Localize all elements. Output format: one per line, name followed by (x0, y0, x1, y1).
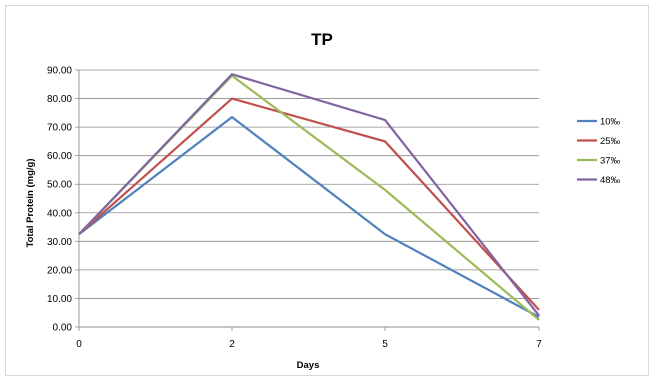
x-axis-title: Days (297, 360, 320, 371)
y-tick-label: 40.00 (47, 208, 72, 219)
line-chart: TP 0.0010.0020.0030.0040.0050.0060.0070.… (25, 30, 621, 371)
legend-label: 10‰ (600, 117, 621, 128)
x-axis-ticks: 0 2 5 7 (76, 339, 542, 350)
chart-frame: TP 0.00 10.00 20.00 30.00 40.00 50.00 60.00 70.… (5, 5, 649, 376)
y-axis-ticks: 0.00 10.00 20.00 30.00 40.00 50.00 60.00 70.00 8… (47, 66, 72, 334)
legend-label: 37‰ (600, 156, 621, 167)
series-line-2 (78, 97, 540, 311)
y-tick-label: 90.00 (47, 66, 72, 77)
series-line-3 (78, 74, 540, 321)
y-axis-title: Total Protein (mg/g) (25, 158, 36, 247)
y-tick-label: 20.00 (47, 265, 72, 276)
y-tick-label: 70.00 (47, 123, 72, 134)
y-tick-label: 0.00 (53, 323, 73, 334)
series-lines (78, 73, 540, 321)
chart-title: TP (311, 30, 333, 49)
series-line-4 (78, 73, 540, 317)
y-tick-label: 50.00 (47, 180, 72, 191)
series-line-1 (78, 115, 540, 318)
gridlines (79, 69, 539, 299)
x-tick-label: 0 (76, 339, 82, 350)
x-tick-label: 7 (536, 339, 542, 350)
y-tick-label: 80.00 (47, 94, 72, 105)
y-tick-label: 30.00 (47, 237, 72, 248)
legend: 10‰ 25‰ 37‰ 48‰ (577, 117, 621, 186)
y-tick-label: 60.00 (47, 151, 72, 162)
legend-label: 48‰ (600, 175, 621, 186)
x-tick-label: 2 (229, 339, 235, 350)
legend-label: 25‰ (600, 136, 621, 147)
y-tick-label: 10.00 (47, 294, 72, 305)
x-tick-label: 5 (382, 339, 388, 350)
axes (75, 69, 540, 331)
